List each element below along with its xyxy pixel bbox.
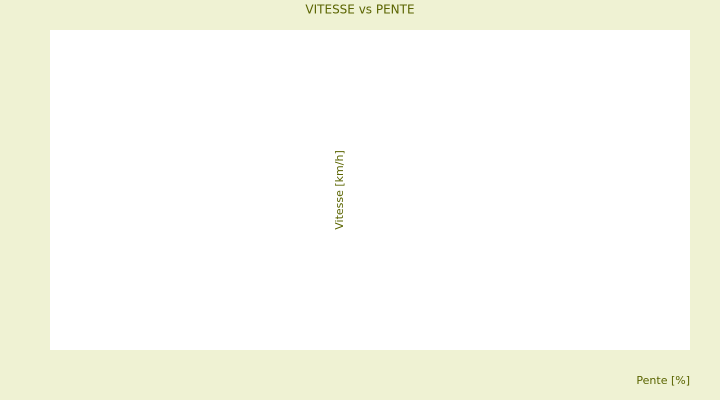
plot-area bbox=[50, 30, 690, 350]
x-axis-title: Pente [%] bbox=[636, 374, 690, 387]
chart-title: VITESSE vs PENTE bbox=[305, 3, 414, 17]
y-axis-title: Vitesse [km/h] bbox=[333, 150, 346, 230]
